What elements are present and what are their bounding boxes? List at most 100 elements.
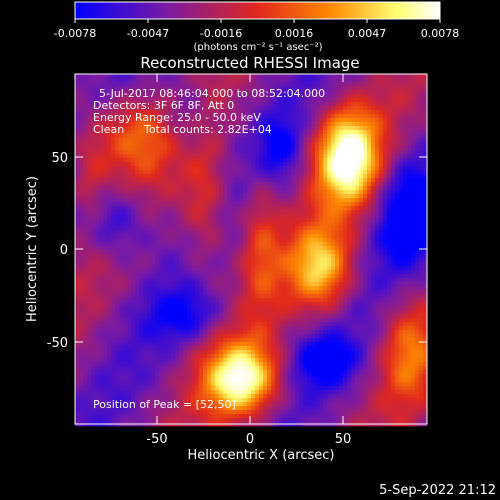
heatmap-cell <box>111 278 116 283</box>
heatmap-cell <box>79 278 84 283</box>
heatmap-cell <box>335 182 340 187</box>
heatmap-cell <box>299 106 304 111</box>
heatmap-cell <box>211 74 216 79</box>
heatmap-cell <box>107 142 112 147</box>
heatmap-cell <box>107 278 112 283</box>
heatmap-cell <box>383 174 388 179</box>
heatmap-cell <box>415 266 420 271</box>
heatmap-cell <box>267 162 272 167</box>
heatmap-cell <box>419 262 424 267</box>
heatmap-cell <box>75 126 80 131</box>
heatmap-cell <box>383 250 388 255</box>
heatmap-cell <box>159 166 164 171</box>
heatmap-cell <box>119 242 124 247</box>
heatmap-cell <box>347 210 352 215</box>
heatmap-cell <box>135 106 140 111</box>
heatmap-cell <box>311 118 316 123</box>
heatmap-cell <box>83 134 88 139</box>
colorbar-ticks <box>74 19 441 23</box>
heatmap-cell <box>227 246 232 251</box>
heatmap-cell <box>411 170 416 175</box>
heatmap-cell <box>175 230 180 235</box>
heatmap-cell <box>275 258 280 263</box>
heatmap-cell <box>183 90 188 95</box>
heatmap-cell <box>251 158 256 163</box>
heatmap-cell <box>263 138 268 143</box>
heatmap-cell <box>175 294 180 299</box>
heatmap-cell <box>135 178 140 183</box>
heatmap-cell <box>291 166 296 171</box>
heatmap-cell <box>183 278 188 283</box>
heatmap-cell <box>391 214 396 219</box>
heatmap-cell <box>155 214 160 219</box>
heatmap-cell <box>419 170 424 175</box>
heatmap-cell <box>347 118 352 123</box>
heatmap-cell <box>307 142 312 147</box>
heatmap-cell <box>99 146 104 151</box>
heatmap-cell <box>411 226 416 231</box>
heatmap-cell <box>167 194 172 199</box>
heatmap-cell <box>303 278 308 283</box>
heatmap-cell <box>351 186 356 191</box>
heatmap-cell <box>271 222 276 227</box>
heatmap-cell <box>211 218 216 223</box>
heatmap-cell <box>399 214 404 219</box>
heatmap-cell <box>83 118 88 123</box>
heatmap-cell <box>383 270 388 275</box>
heatmap-cell <box>179 258 184 263</box>
heatmap-cell <box>215 246 220 251</box>
heatmap-cell <box>347 246 352 251</box>
heatmap-cell <box>239 190 244 195</box>
heatmap-cell <box>415 186 420 191</box>
heatmap-cell <box>419 126 424 131</box>
heatmap-cell <box>327 266 332 271</box>
colorbar-tick-label: 0.0016 <box>275 27 314 40</box>
heatmap-cell <box>167 146 172 151</box>
heatmap-cell <box>215 142 220 147</box>
heatmap-cell <box>247 82 252 87</box>
heatmap-cell <box>303 206 308 211</box>
heatmap-cell <box>123 94 128 99</box>
heatmap-cell <box>127 210 132 215</box>
heatmap-cell <box>291 214 296 219</box>
heatmap-cell <box>159 138 164 143</box>
heatmap-cell <box>107 158 112 163</box>
heatmap-cell <box>251 110 256 115</box>
heatmap-cell <box>171 234 176 239</box>
heatmap-cell <box>223 290 228 295</box>
heatmap-cell <box>367 246 372 251</box>
heatmap-cell <box>315 182 320 187</box>
heatmap-cell <box>247 290 252 295</box>
heatmap-cell <box>307 234 312 239</box>
heatmap-cell <box>183 258 188 263</box>
heatmap-cell <box>395 102 400 107</box>
heatmap-cell <box>131 126 136 131</box>
heatmap-cell <box>115 94 120 99</box>
heatmap-cell <box>279 258 284 263</box>
heatmap-cell <box>239 230 244 235</box>
heatmap-cell <box>283 294 288 299</box>
heatmap-cell <box>299 178 304 183</box>
heatmap-cell <box>403 242 408 247</box>
heatmap-cell <box>183 254 188 259</box>
heatmap-cell <box>255 158 260 163</box>
heatmap-cell <box>83 146 88 151</box>
heatmap-cell <box>107 98 112 103</box>
heatmap-cell <box>127 274 132 279</box>
heatmap-cell <box>83 254 88 259</box>
heatmap-cell <box>395 274 400 279</box>
heatmap-cell <box>283 226 288 231</box>
heatmap-cell <box>227 222 232 227</box>
heatmap-cell <box>219 218 224 223</box>
heatmap-cell <box>335 138 340 143</box>
heatmap-cell <box>235 74 240 79</box>
heatmap-cell <box>219 222 224 227</box>
heatmap-cell <box>135 250 140 255</box>
heatmap-cell <box>199 166 204 171</box>
heatmap-cell <box>119 174 124 179</box>
heatmap-cell <box>371 194 376 199</box>
heatmap-cell <box>219 158 224 163</box>
heatmap-cell <box>271 102 276 107</box>
heatmap-cell <box>247 250 252 255</box>
heatmap-cell <box>291 86 296 91</box>
